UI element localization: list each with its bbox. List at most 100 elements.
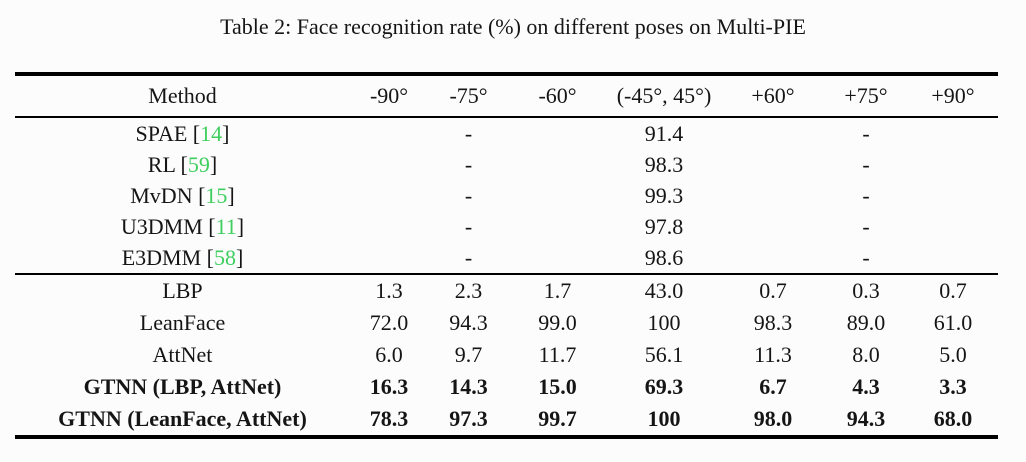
table-cell: 97.8: [644, 213, 684, 239]
table-cell: 94.3: [449, 310, 488, 335]
table-cell: 9.7: [454, 342, 483, 367]
table-row-gtnn-lbp: GTNN (LBP, AttNet) 16.3 14.3 15.0 69.3 6…: [15, 371, 998, 403]
table-cell: 98.6: [644, 244, 684, 270]
table-cell: 69.3: [644, 374, 684, 399]
table-cell: [350, 242, 428, 274]
method-label-close: ]: [222, 120, 230, 146]
citation-link[interactable]: 15: [205, 182, 228, 208]
method-cell: LBP: [15, 274, 350, 307]
table-row: E3DMM [58] - 98.6 -: [15, 242, 998, 274]
method-label-close: ]: [235, 244, 244, 270]
table-cell: -: [862, 213, 870, 239]
table-cell: 0.3: [852, 278, 880, 303]
method-label: GTNN (LeanFace, AttNet): [58, 406, 307, 431]
baseline-methods-group: SPAE [14] - 91.4 - RL [59] - 98.3 -: [15, 117, 998, 274]
table-cell: 89.0: [846, 310, 886, 335]
table-cell: [722, 117, 824, 149]
table-cell: 15.0: [538, 374, 577, 399]
citation-link[interactable]: 14: [200, 120, 223, 146]
table-cell: 61.0: [933, 310, 973, 335]
column-header-pos75: +75°: [824, 74, 908, 118]
table-cell: 100: [647, 406, 681, 431]
table-cell: [509, 149, 606, 180]
table-cell: [722, 242, 824, 274]
column-header-pos60: +60°: [722, 74, 824, 118]
method-label: U3DMM [: [120, 213, 216, 239]
method-cell: GTNN (LBP, AttNet): [15, 371, 350, 403]
table-cell: -: [862, 120, 870, 146]
table-cell: 98.3: [644, 151, 684, 177]
table-row: U3DMM [11] - 97.8 -: [15, 211, 998, 242]
method-cell: MvDN [15]: [15, 180, 350, 211]
table-row-gtnn-leanface: GTNN (LeanFace, AttNet) 78.3 97.3 99.7 1…: [15, 403, 998, 437]
table-cell: -: [464, 244, 473, 270]
method-label: MvDN [: [130, 182, 206, 208]
table-cell: -: [464, 182, 473, 208]
method-cell: LeanFace: [15, 307, 350, 339]
table-cell: 14.3: [449, 374, 488, 399]
method-cell: U3DMM [11]: [15, 211, 350, 242]
table-cell: [350, 149, 428, 180]
method-label: LBP: [162, 278, 203, 303]
table-cell: [509, 211, 606, 242]
column-header-neg60: -60°: [509, 74, 606, 118]
column-header-neg90: -90°: [350, 74, 428, 118]
citation-link[interactable]: 58: [213, 244, 236, 270]
table-cell: 4.3: [852, 374, 880, 399]
method-label: LeanFace: [139, 310, 226, 335]
table-cell: 98.0: [753, 406, 793, 431]
column-header-neg75: -75°: [428, 74, 509, 118]
method-cell: E3DMM [58]: [15, 242, 350, 274]
table-cell: 72.0: [369, 310, 409, 335]
table-cell: 0.7: [759, 278, 787, 303]
table-row: AttNet 6.0 9.7 11.7 56.1 11.3 8.0 5.0: [15, 339, 998, 371]
method-label: E3DMM [: [121, 244, 214, 270]
table-cell: 5.0: [939, 342, 967, 367]
table-cell: [350, 117, 428, 149]
table-cell: [722, 180, 824, 211]
proposed-methods-group: LBP 1.3 2.3 1.7 43.0 0.7 0.3 0.7 LeanFac…: [15, 274, 998, 437]
column-header-mid45: (-45°, 45°): [606, 74, 722, 118]
table-cell: -: [862, 182, 870, 208]
table-cell: -: [464, 213, 473, 239]
results-table: Method -90° -75° -60° (-45°, 45°) +60° +…: [15, 72, 998, 439]
table-row: SPAE [14] - 91.4 -: [15, 117, 998, 149]
citation-link[interactable]: 11: [215, 213, 237, 239]
method-label: AttNet: [152, 342, 213, 367]
column-header-pos90: +90°: [908, 74, 998, 118]
table-cell: 16.3: [369, 374, 409, 399]
table-cell: 99.0: [538, 310, 577, 335]
table-cell: [908, 242, 998, 274]
table-cell: 99.3: [644, 182, 684, 208]
table-cell: 3.3: [939, 374, 967, 399]
method-cell: AttNet: [15, 339, 350, 371]
table-cell: 100: [647, 310, 681, 335]
table-cell: 98.3: [753, 310, 793, 335]
table-cell: -: [862, 244, 870, 270]
method-label-close: ]: [209, 151, 218, 177]
table-cell: 11.3: [754, 342, 792, 367]
table-cell: -: [464, 120, 473, 146]
table-cell: 91.4: [644, 120, 684, 146]
table-cell: 68.0: [933, 406, 973, 431]
table-cell: [908, 117, 998, 149]
table-cell: [722, 211, 824, 242]
table-cell: 56.1: [644, 342, 684, 367]
citation-link[interactable]: 59: [187, 151, 210, 177]
method-cell: GTNN (LeanFace, AttNet): [15, 403, 350, 437]
method-label-close: ]: [236, 213, 245, 239]
table-cell: [509, 117, 606, 149]
table-cell: 6.0: [375, 342, 403, 367]
table-cell: [908, 180, 998, 211]
table-cell: 97.3: [449, 406, 488, 431]
table-row: LeanFace 72.0 94.3 99.0 100 98.3 89.0 61…: [15, 307, 998, 339]
table-cell: 43.0: [644, 278, 684, 303]
table-cell: 6.7: [759, 374, 787, 399]
table-cell: -: [862, 151, 870, 177]
method-cell: RL [59]: [15, 149, 350, 180]
column-header-method: Method: [15, 74, 350, 118]
table-cell: 99.7: [538, 406, 577, 431]
table-cell: 1.7: [543, 278, 572, 303]
table-cell: [350, 180, 428, 211]
table-cell: 2.3: [454, 278, 483, 303]
